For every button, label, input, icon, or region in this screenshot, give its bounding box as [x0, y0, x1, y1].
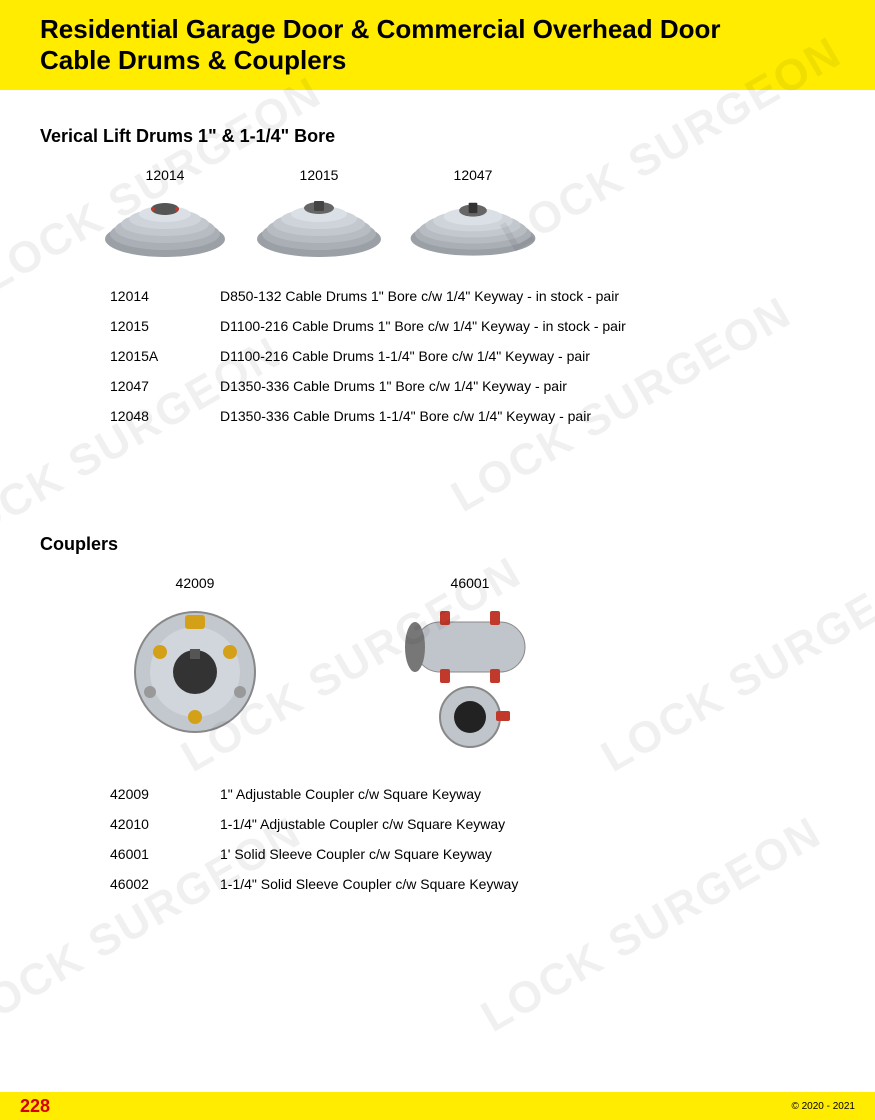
page-header: Residential Garage Door & Commercial Ove… — [0, 0, 875, 90]
spec-code: 12015A — [110, 348, 220, 364]
coupler-images-row: 42009 46001 — [120, 575, 835, 762]
drum-image-label: 12015 — [254, 167, 384, 183]
coupler-image-item: 42009 — [120, 575, 270, 762]
table-row: 12048 D1350-336 Cable Drums 1-1/4" Bore … — [110, 408, 835, 424]
spec-code: 12047 — [110, 378, 220, 394]
page-number: 228 — [20, 1096, 50, 1117]
drum-image-item: 12047 — [408, 167, 538, 264]
page-content: Verical Lift Drums 1" & 1-1/4" Bore 1201… — [0, 126, 875, 892]
spec-desc: D850-132 Cable Drums 1" Bore c/w 1/4" Ke… — [220, 288, 835, 304]
spec-code: 12048 — [110, 408, 220, 424]
coupler-image-label: 42009 — [120, 575, 270, 591]
drum-spec-table: 12014 D850-132 Cable Drums 1" Bore c/w 1… — [110, 288, 835, 424]
coupler-image-item: 46001 — [390, 575, 550, 762]
table-row: 42009 1" Adjustable Coupler c/w Square K… — [110, 786, 835, 802]
title-line-2: Cable Drums & Couplers — [40, 45, 346, 75]
spec-code: 42009 — [110, 786, 220, 802]
spec-code: 42010 — [110, 816, 220, 832]
table-row: 46001 1' Solid Sleeve Coupler c/w Square… — [110, 846, 835, 862]
spec-desc: D1350-336 Cable Drums 1-1/4" Bore c/w 1/… — [220, 408, 835, 424]
page-title: Residential Garage Door & Commercial Ove… — [40, 14, 835, 76]
title-line-1: Residential Garage Door & Commercial Ove… — [40, 14, 721, 44]
table-row: 12015 D1100-216 Cable Drums 1" Bore c/w … — [110, 318, 835, 334]
spec-desc: 1" Adjustable Coupler c/w Square Keyway — [220, 786, 835, 802]
spec-desc: 1-1/4" Adjustable Coupler c/w Square Key… — [220, 816, 835, 832]
table-row: 46002 1-1/4" Solid Sleeve Coupler c/w Sq… — [110, 876, 835, 892]
spec-desc: D1100-216 Cable Drums 1" Bore c/w 1/4" K… — [220, 318, 835, 334]
drum-icon — [408, 189, 538, 259]
spec-desc: 1' Solid Sleeve Coupler c/w Square Keywa… — [220, 846, 835, 862]
sleeve-coupler-icon — [390, 597, 550, 757]
section-title-couplers: Couplers — [40, 534, 835, 555]
spec-code: 46002 — [110, 876, 220, 892]
drum-images-row: 12014 12015 — [100, 167, 835, 264]
drum-image-item: 12014 — [100, 167, 230, 264]
spec-desc: D1350-336 Cable Drums 1" Bore c/w 1/4" K… — [220, 378, 835, 394]
copyright: © 2020 - 2021 — [791, 1101, 855, 1112]
drum-icon — [254, 189, 384, 259]
table-row: 12014 D850-132 Cable Drums 1" Bore c/w 1… — [110, 288, 835, 304]
spec-code: 12014 — [110, 288, 220, 304]
section-title-drums: Verical Lift Drums 1" & 1-1/4" Bore — [40, 126, 835, 147]
drum-image-item: 12015 — [254, 167, 384, 264]
table-row: 12047 D1350-336 Cable Drums 1" Bore c/w … — [110, 378, 835, 394]
spec-code: 12015 — [110, 318, 220, 334]
table-row: 42010 1-1/4" Adjustable Coupler c/w Squa… — [110, 816, 835, 832]
coupler-spec-table: 42009 1" Adjustable Coupler c/w Square K… — [110, 786, 835, 892]
page-footer: 228 © 2020 - 2021 — [0, 1092, 875, 1120]
coupler-image-label: 46001 — [390, 575, 550, 591]
adjustable-coupler-icon — [120, 597, 270, 747]
spec-desc: D1100-216 Cable Drums 1-1/4" Bore c/w 1/… — [220, 348, 835, 364]
drum-image-label: 12047 — [408, 167, 538, 183]
drum-icon — [100, 189, 230, 259]
spec-desc: 1-1/4" Solid Sleeve Coupler c/w Square K… — [220, 876, 835, 892]
table-row: 12015A D1100-216 Cable Drums 1-1/4" Bore… — [110, 348, 835, 364]
spec-code: 46001 — [110, 846, 220, 862]
drum-image-label: 12014 — [100, 167, 230, 183]
